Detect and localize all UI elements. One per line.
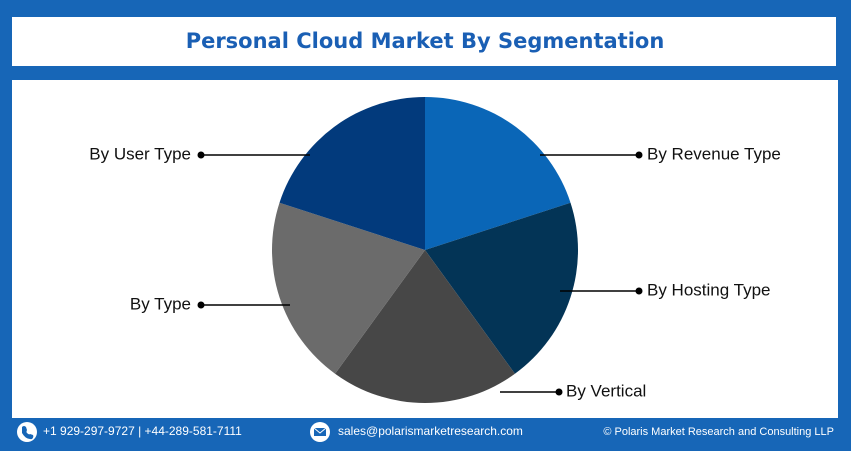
chart-title: Personal Cloud Market By Segmentation (186, 29, 665, 53)
phone-glyph (22, 426, 34, 440)
footer: +1 929-297-9727 | +44-289-581-7111 sales… (17, 422, 834, 442)
pie-slice (425, 202, 578, 374)
leader-dot (635, 287, 643, 295)
pie-slice (335, 250, 515, 404)
leader-dot (197, 301, 205, 309)
pie (272, 97, 578, 404)
labels: By Revenue Type By Hosting Type By Vertica… (89, 144, 781, 400)
leader-dot (555, 388, 563, 396)
category-label: By Revenue Type (647, 144, 781, 163)
email-glyph (314, 428, 326, 436)
category-label: By Type (130, 294, 191, 313)
category-label: By Vertical (566, 381, 646, 400)
phone-icon (17, 422, 37, 442)
category-label: By User Type (89, 144, 191, 163)
leader-dot (635, 151, 643, 159)
pie-slice (425, 97, 571, 250)
pie-slice (272, 202, 425, 374)
footer-phone: +1 929-297-9727 | +44-289-581-7111 (43, 424, 242, 438)
title-box (12, 17, 836, 66)
footer-email: sales@polarismarketresearch.com (338, 424, 523, 438)
footer-copyright: © Polaris Market Research and Consulting… (603, 426, 834, 438)
pie-slice (279, 97, 425, 250)
category-label: By Hosting Type (647, 280, 770, 299)
leader-dot (197, 151, 205, 159)
email-flap (313, 427, 327, 434)
